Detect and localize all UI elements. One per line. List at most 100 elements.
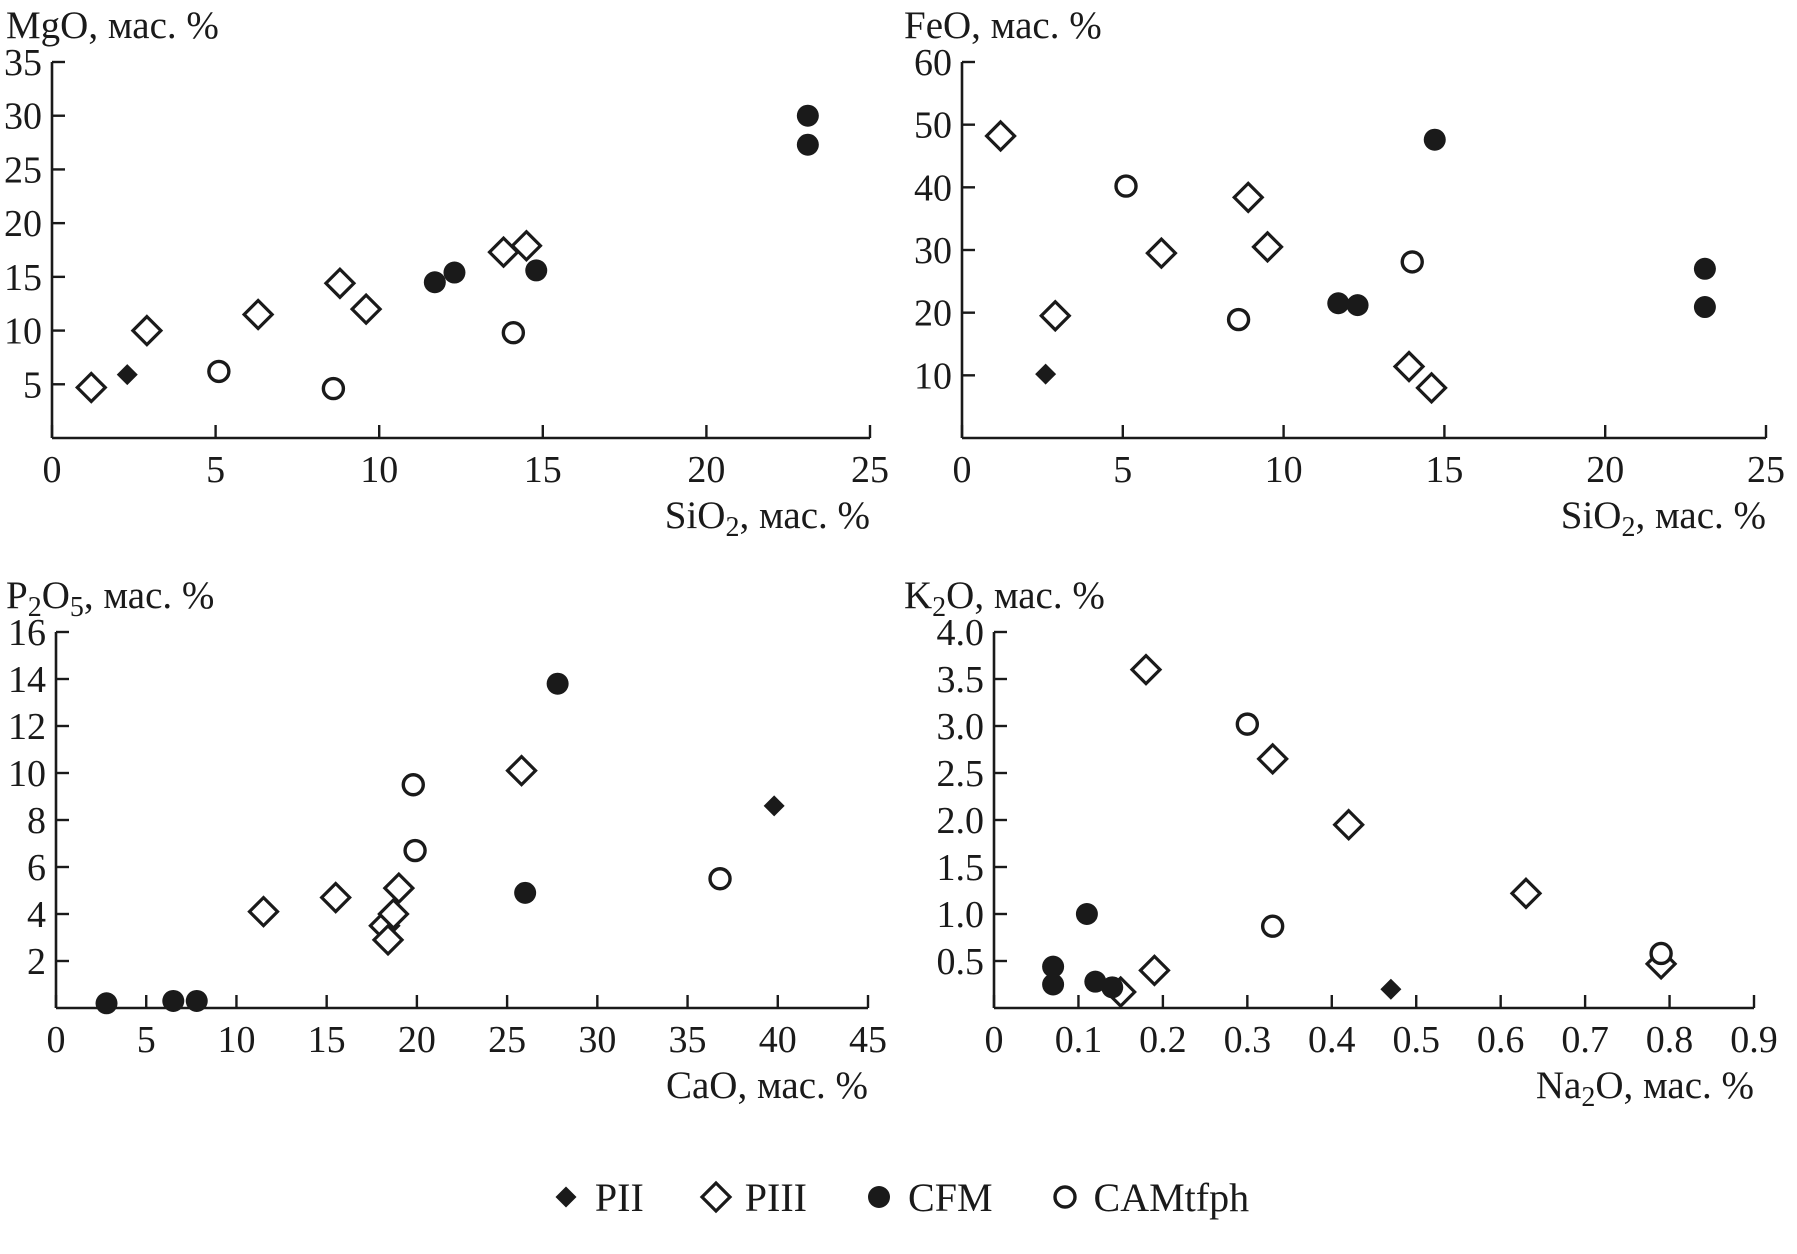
circle-filled-marker: [423, 271, 446, 294]
diamond-open-marker: [510, 229, 543, 262]
circle-open-marker: [1052, 1185, 1077, 1209]
x-tick-label: 35: [669, 1019, 707, 1061]
y-tick-label: 35: [4, 42, 42, 84]
legend-item-pii: PII: [548, 1174, 644, 1221]
diamond-filled-marker: [1380, 978, 1402, 1000]
diamond-open-marker: [377, 897, 410, 931]
x-tick-label: 20: [687, 449, 725, 491]
legend: PII PIII CFM CAMtfph: [0, 1140, 1797, 1254]
x-tick-label: 25: [851, 449, 889, 491]
y-tick-label: 1.5: [937, 847, 985, 889]
x-tick-label: 0.7: [1561, 1019, 1609, 1061]
diamond-open-marker: [382, 871, 416, 905]
diamond-open-marker: [505, 754, 538, 787]
y-tick-label: 30: [4, 96, 42, 138]
charts-grid: 0 5 10 15 20 25 5 10 15 20 25 30 35 MgO, мас. % SiO2, …: [4, 4, 1785, 1113]
y-tick-label: 10: [8, 753, 46, 795]
circle-open-marker: [321, 376, 346, 401]
diamond-open-marker: [1039, 299, 1072, 333]
y-tick-label: 15: [4, 257, 42, 299]
circle-filled-marker: [525, 259, 548, 282]
x-tick-label: 0: [985, 1019, 1004, 1061]
y-tick-label: 3.0: [937, 706, 985, 748]
x-tick-label: 10: [217, 1019, 255, 1061]
x-tick-label: 0: [43, 449, 62, 491]
diamond-filled-icon: [555, 1186, 577, 1208]
circle-filled-marker: [1084, 970, 1107, 993]
chart-k2o-vs-na2o: 0 0.1 0.2 0.3 0.4 0.5 0.6 0.7 0.8 0.9 0.5 1.0 1.5 2.0…: [904, 574, 1778, 1113]
y-tick-label: 3.5: [937, 659, 985, 701]
circle-filled-marker: [514, 881, 537, 904]
x-tick-label: 0.3: [1224, 1019, 1272, 1061]
diamond-open-marker: [1415, 371, 1448, 405]
y-axis-label: K2O, мас. %: [904, 574, 1105, 623]
x-tick-label: 0.6: [1477, 1019, 1525, 1061]
y-axis-label: P2O5, мас. %: [6, 574, 214, 623]
diamond-open-marker: [323, 267, 357, 300]
circle-filled-marker: [1693, 257, 1716, 280]
x-tick-label: 15: [308, 1019, 346, 1061]
circle-open-marker: [401, 773, 425, 797]
diamond-open-marker: [371, 923, 405, 957]
circle-filled-marker: [1042, 955, 1065, 978]
circle-filled-marker: [443, 261, 466, 284]
x-tick-label: 15: [524, 449, 562, 491]
y-tick-label: 14: [8, 659, 46, 701]
x-tick-label: 30: [578, 1019, 616, 1061]
diamond-open-marker: [1145, 236, 1178, 270]
diamond-open-marker: [1129, 653, 1163, 686]
diamond-open-marker: [699, 1180, 733, 1214]
circle-filled-marker: [1423, 128, 1446, 151]
circle-filled-marker: [1327, 292, 1350, 315]
x-tick-label: 0.5: [1392, 1019, 1440, 1061]
circle-open-marker: [1649, 941, 1673, 966]
circle-open-icon: [1052, 1185, 1077, 1209]
circle-open-marker: [1235, 712, 1260, 736]
x-tick-label: 15: [1425, 449, 1463, 491]
diamond-open-marker: [984, 119, 1017, 153]
y-tick-label: 50: [914, 105, 952, 147]
circle-open-marker: [403, 838, 427, 863]
circle-filled-marker: [95, 992, 118, 1015]
circle-open-marker: [207, 359, 231, 384]
y-tick-label: 6: [27, 847, 46, 889]
y-tick-label: 40: [914, 167, 952, 209]
legend-label: CAMtfph: [1093, 1174, 1250, 1220]
circle-open-marker: [501, 321, 526, 345]
y-tick-label: 10: [4, 311, 42, 353]
y-tick-label: 2.0: [937, 800, 985, 842]
legend-item-cfm: CFM: [861, 1174, 993, 1221]
x-tick-label: 10: [1265, 449, 1303, 491]
circle-filled-marker: [796, 133, 819, 156]
diamond-open-marker: [487, 235, 520, 269]
x-tick-label: 0: [953, 449, 972, 491]
circle-open-marker: [1226, 307, 1251, 332]
x-tick-label: 25: [1747, 449, 1785, 491]
x-tick-label: 0.2: [1139, 1019, 1187, 1061]
x-tick-label: 5: [1113, 449, 1132, 491]
x-tick-label: 0.1: [1055, 1019, 1103, 1061]
circle-open-marker: [708, 867, 732, 891]
legend-item-piii: PIII: [698, 1174, 807, 1221]
x-tick-label: 5: [206, 449, 225, 491]
diamond-filled-marker: [1035, 363, 1057, 385]
diamond-open-icon: [699, 1180, 733, 1214]
x-axis-label: CaO, мас. %: [666, 1064, 868, 1107]
legend-label: PIII: [744, 1174, 808, 1220]
circle-filled-marker: [546, 672, 569, 695]
circle-filled-marker: [1346, 294, 1369, 317]
diamond-open-marker: [247, 895, 280, 928]
x-tick-label: 20: [1586, 449, 1624, 491]
y-tick-label: 30: [914, 230, 952, 272]
x-tick-label: 25: [488, 1019, 526, 1061]
x-tick-label: 10: [360, 449, 398, 491]
circle-filled-marker: [185, 989, 208, 1012]
diamond-open-marker: [75, 371, 108, 404]
x-tick-label: 0.4: [1308, 1019, 1356, 1061]
y-tick-label: 2: [27, 941, 46, 983]
x-axis-label: Na2O, мас. %: [1536, 1064, 1754, 1113]
diamond-filled-marker: [116, 364, 138, 386]
circle-filled-marker: [1042, 973, 1065, 996]
x-tick-label: 20: [398, 1019, 436, 1061]
